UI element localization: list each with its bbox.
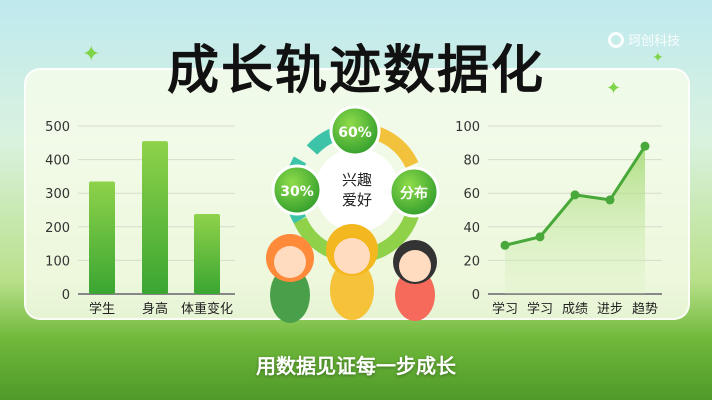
x-tick-label: 进步 [597,302,623,317]
logo: 珂创科技 [608,30,680,49]
y-tick-label: 20 [463,254,480,269]
y-tick-label: 60 [463,187,480,202]
donut-label: 60% [338,125,372,141]
bar [194,214,220,294]
donut-label: 30% [280,184,314,200]
donut-label: 分布 [400,185,428,202]
data-point [500,240,510,250]
y-tick-label: 400 [45,154,70,169]
x-tick-label: 学习 [492,301,518,317]
y-tick-label: 0 [62,288,70,303]
donut-center [315,148,399,232]
page-title: 成长轨迹数据化 [166,41,545,101]
x-tick-label: 成绩 [562,302,588,317]
children-illustration [266,224,437,323]
sparkle-icon: ✦ [82,42,101,67]
y-tick-label: 100 [45,254,70,269]
data-point [640,141,650,151]
interest-donut: 60% 30% 分布 [271,105,440,264]
y-tick-label: 500 [45,120,70,135]
x-tick-label: 学习 [527,301,553,317]
y-tick-label: 300 [45,187,70,202]
y-tick-label: 40 [463,221,480,236]
bar-chart: 0 100 200 300 400 500 学生 身高 体重变化 [45,120,235,317]
y-tick-label: 0 [472,288,480,303]
data-point [605,195,615,205]
y-tick-label: 200 [45,221,70,236]
sparkle-icon: ✦ [606,78,622,99]
x-tick-label: 体重变化 [181,301,233,317]
data-point [535,232,545,242]
logo-icon [608,31,624,48]
x-tick-label: 身高 [142,301,168,317]
donut-center-label: 兴趣爱好 [341,171,372,209]
data-point [570,190,580,200]
area-fill [505,146,645,294]
logo-text: 珂创科技 [628,34,681,49]
y-tick-label: 100 [455,120,480,135]
footer-slogan: 用数据见证每一步成长 [256,354,456,378]
x-tick-label: 学生 [89,301,115,317]
bar [142,141,168,294]
sparkle-icon: ✦ [652,50,664,66]
y-tick-label: 80 [463,154,480,169]
bar [89,181,115,294]
x-tick-label: 趋势 [632,301,658,317]
